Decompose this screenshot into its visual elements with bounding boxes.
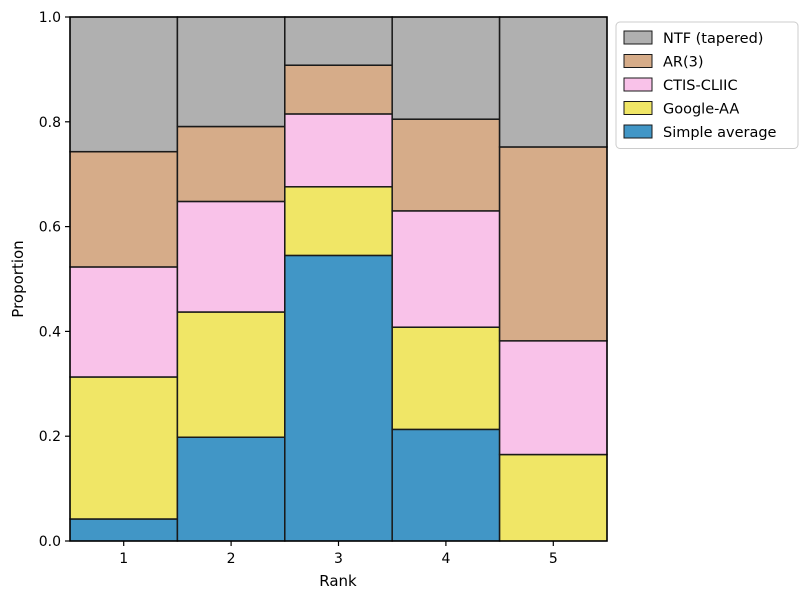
bar-segment bbox=[176, 16, 286, 128]
bar-segment bbox=[391, 118, 501, 212]
legend-swatch bbox=[623, 30, 653, 45]
x-tick-label: 3 bbox=[334, 551, 343, 567]
y-tick-label: 0.4 bbox=[39, 324, 61, 340]
legend-swatch bbox=[623, 101, 653, 115]
bar-segment bbox=[391, 326, 501, 431]
bar-segment bbox=[284, 113, 393, 188]
bar-segment bbox=[498, 340, 608, 456]
legend-label: Google-AA bbox=[663, 102, 739, 118]
bar-segment bbox=[69, 518, 179, 542]
legend-swatch bbox=[623, 77, 653, 92]
x-tick-label: 5 bbox=[549, 551, 558, 567]
legend-label: CTIS-CLIIC bbox=[663, 78, 738, 94]
legend-label: AR(3) bbox=[663, 55, 704, 71]
bar-segment bbox=[284, 254, 393, 542]
bar-segment bbox=[391, 210, 501, 328]
legend-swatch bbox=[623, 124, 653, 139]
legend-swatch bbox=[623, 54, 653, 68]
bar-segment bbox=[391, 428, 501, 542]
x-tick-label: 2 bbox=[227, 551, 236, 567]
bar-segment bbox=[69, 150, 179, 268]
legend-label: NTF (tapered) bbox=[663, 31, 763, 47]
bar-segment bbox=[284, 186, 393, 257]
bar-segment bbox=[69, 16, 179, 153]
y-tick-label: 0.2 bbox=[39, 429, 61, 445]
bars-layer bbox=[69, 16, 608, 542]
bar-segment bbox=[498, 146, 608, 342]
legend-label: Simple average bbox=[663, 125, 777, 141]
bar-segment bbox=[176, 311, 286, 438]
bar-segment bbox=[69, 266, 179, 378]
bar-segment bbox=[176, 125, 286, 203]
x-tick-label: 4 bbox=[441, 551, 450, 567]
bar-segment bbox=[498, 16, 608, 148]
y-axis-label: Proportion bbox=[9, 240, 27, 317]
bar-segment bbox=[176, 436, 286, 542]
y-tick-label: 0.6 bbox=[39, 220, 61, 236]
bar-segment bbox=[284, 64, 393, 115]
bar-segment bbox=[176, 200, 286, 313]
bar-segment bbox=[498, 453, 608, 542]
y-tick-label: 0.0 bbox=[39, 534, 61, 550]
x-axis-label: Rank bbox=[319, 572, 357, 590]
legend-box bbox=[615, 21, 799, 149]
y-tick-label: 0.8 bbox=[39, 115, 61, 131]
bar-segment bbox=[391, 16, 501, 120]
bar-segment bbox=[69, 376, 179, 520]
bar-segment bbox=[284, 16, 393, 66]
legend: NTF (tapered) AR(3) CTIS-CLIIC Google-AA Sim… bbox=[615, 21, 799, 149]
axes-layer: 0.0 0.2 0.4 0.6 0.8 1.0 1 2 3 4 5 bbox=[39, 10, 608, 567]
y-tick-label: 1.0 bbox=[39, 10, 61, 26]
x-tick-label: 1 bbox=[119, 551, 128, 567]
